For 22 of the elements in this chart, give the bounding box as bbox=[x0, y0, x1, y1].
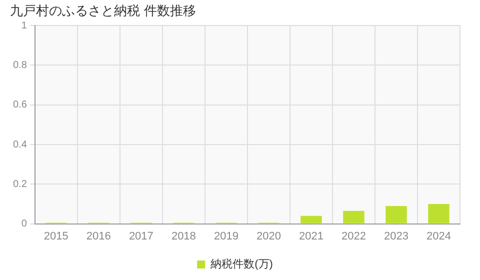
bar bbox=[428, 204, 450, 224]
legend-label: 納税件数(万) bbox=[210, 258, 273, 271]
bar bbox=[343, 210, 364, 224]
y-tick-label: 0 bbox=[21, 218, 28, 230]
x-tick-label: 2022 bbox=[341, 230, 366, 242]
x-tick-label: 2018 bbox=[171, 230, 196, 242]
y-tick-label: 1 bbox=[21, 20, 28, 32]
y-tick-label: 0.2 bbox=[12, 178, 28, 190]
x-tick-label: 2016 bbox=[86, 230, 111, 242]
x-tick-label: 2023 bbox=[384, 230, 408, 242]
y-tick-label: 0.8 bbox=[12, 60, 28, 71]
x-tick-label: 2015 bbox=[44, 230, 68, 242]
chart-title: 九戸村のふるさと納税 件数推移 bbox=[10, 4, 196, 20]
x-tick-label: 2021 bbox=[298, 230, 324, 242]
x-tick-label: 2019 bbox=[214, 230, 238, 242]
bar bbox=[386, 206, 407, 224]
x-tick-label: 2017 bbox=[128, 230, 154, 242]
y-tick-label: 0.6 bbox=[12, 100, 28, 111]
bar bbox=[300, 216, 322, 224]
x-tick-label: 2020 bbox=[256, 230, 281, 242]
x-tick-label: 2024 bbox=[426, 230, 451, 242]
y-tick-label: 0.4 bbox=[12, 139, 28, 150]
